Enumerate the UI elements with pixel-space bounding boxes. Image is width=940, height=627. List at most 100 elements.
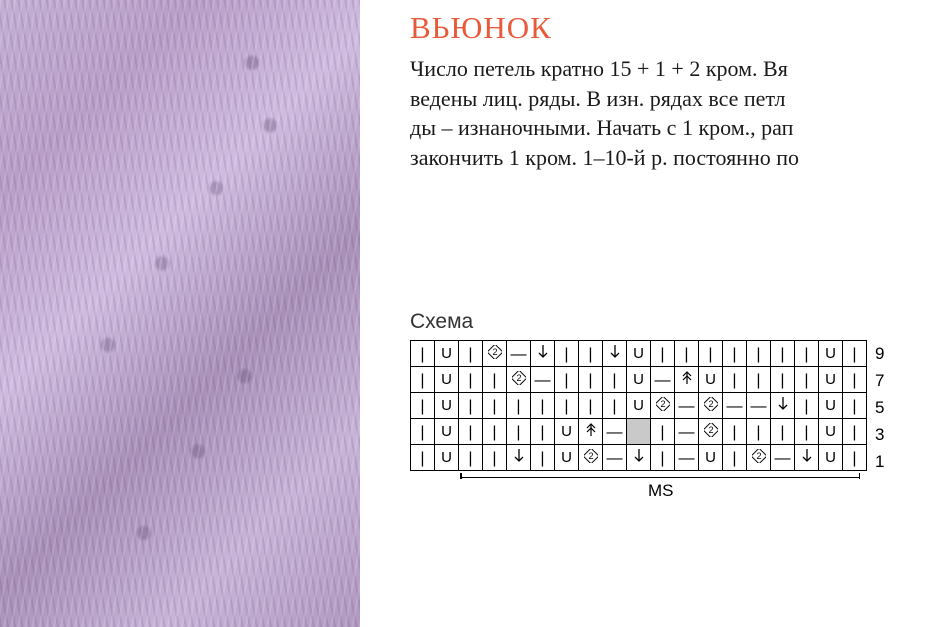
chart-cell: | <box>459 419 483 445</box>
svg-text:2: 2 <box>588 451 593 461</box>
chart-cell: | <box>459 393 483 419</box>
svg-text:2: 2 <box>708 425 713 435</box>
chart-cell: 2 <box>507 367 531 393</box>
chart-cell <box>795 445 819 471</box>
chart-cell: — <box>747 393 771 419</box>
pattern-photo <box>0 0 360 627</box>
svg-text:2: 2 <box>660 399 665 409</box>
chart-cell: | <box>723 341 747 367</box>
pattern-title: ВЬЮНОК <box>410 10 940 46</box>
chart-cell: U <box>627 393 651 419</box>
chart-cell: 2 <box>651 393 675 419</box>
chart-grid-container: |U|2—||U|||||||U||U||2—|||U—U||||U||U|||… <box>410 340 867 499</box>
chart-cell: 2 <box>699 419 723 445</box>
chart-cell: | <box>795 367 819 393</box>
chart-cell <box>603 341 627 367</box>
chart-cell <box>771 393 795 419</box>
chart-cell: 2 <box>483 341 507 367</box>
row-number: 7 <box>875 367 884 394</box>
chart-cell: | <box>603 393 627 419</box>
chart-cell: — <box>531 367 555 393</box>
chart-cell: — <box>603 445 627 471</box>
chart-cell <box>675 367 699 393</box>
chart-cell: | <box>771 419 795 445</box>
chart-cell: U <box>435 367 459 393</box>
chart-cell: U <box>627 367 651 393</box>
svg-text:2: 2 <box>708 399 713 409</box>
chart-cell: U <box>435 445 459 471</box>
chart-cell: | <box>555 341 579 367</box>
chart-cell: | <box>675 341 699 367</box>
chart-cell: U <box>435 419 459 445</box>
chart-cell: | <box>843 393 867 419</box>
chart-cell: | <box>723 445 747 471</box>
chart-cell: | <box>843 341 867 367</box>
chart-cell: | <box>579 341 603 367</box>
chart-cell: — <box>651 367 675 393</box>
chart-cell: | <box>555 393 579 419</box>
chart-cell: | <box>531 419 555 445</box>
schema-block: Схема |U|2—||U|||||||U||U||2—|||U—U||||U… <box>410 310 884 499</box>
chart-cell: | <box>603 367 627 393</box>
chart-cell: | <box>531 393 555 419</box>
chart-cell: U <box>819 393 843 419</box>
chart-cell <box>627 419 651 445</box>
chart-cell: — <box>675 393 699 419</box>
chart-cell: | <box>843 367 867 393</box>
chart-cell: — <box>507 341 531 367</box>
chart-cell: | <box>483 445 507 471</box>
row-number: 9 <box>875 340 884 367</box>
chart-cell: | <box>843 445 867 471</box>
chart-cell: | <box>411 419 435 445</box>
chart-cell: | <box>483 419 507 445</box>
chart-cell: | <box>411 341 435 367</box>
ms-bracket-line <box>460 477 860 478</box>
chart-cell: | <box>771 341 795 367</box>
chart-grid: |U|2—||U|||||||U||U||2—|||U—U||||U||U|||… <box>410 340 867 471</box>
chart-cell: — <box>771 445 795 471</box>
row-number: 1 <box>875 448 884 475</box>
chart-cell: U <box>699 445 723 471</box>
chart-cell: | <box>483 367 507 393</box>
chart-cell: | <box>795 419 819 445</box>
chart-cell: 2 <box>747 445 771 471</box>
ms-bracket: MS <box>410 473 867 499</box>
chart-cell <box>579 419 603 445</box>
chart-cell: U <box>555 445 579 471</box>
chart-cell: | <box>411 393 435 419</box>
chart-cell: | <box>531 445 555 471</box>
chart-cell: | <box>579 393 603 419</box>
chart-cell: | <box>411 367 435 393</box>
chart-cell: | <box>795 341 819 367</box>
chart-cell: U <box>699 367 723 393</box>
chart-cell: | <box>555 367 579 393</box>
chart-cell: | <box>651 419 675 445</box>
chart-cell: | <box>795 393 819 419</box>
chart-cell: | <box>579 367 603 393</box>
chart-cell: U <box>435 393 459 419</box>
chart-cell: | <box>723 419 747 445</box>
content-panel: ВЬЮНОК Число петель кратно 15 + 1 + 2 кр… <box>360 0 940 627</box>
chart-cell: | <box>411 445 435 471</box>
chart-cell <box>507 445 531 471</box>
chart-cell: — <box>603 419 627 445</box>
chart-cell: | <box>651 341 675 367</box>
row-number: 3 <box>875 421 884 448</box>
chart-cell: | <box>747 341 771 367</box>
chart-cell: U <box>819 341 843 367</box>
chart-cell: | <box>459 367 483 393</box>
chart-cell: U <box>555 419 579 445</box>
chart-cell: U <box>819 419 843 445</box>
chart-cell: U <box>819 445 843 471</box>
chart-cell: | <box>699 341 723 367</box>
row-numbers: 97531 <box>875 340 884 475</box>
chart-cell: | <box>747 367 771 393</box>
chart-cell: U <box>627 341 651 367</box>
chart-cell: | <box>651 445 675 471</box>
chart-cell: | <box>747 419 771 445</box>
knit-texture-overlay <box>0 0 360 627</box>
pattern-description: Число петель кратно 15 + 1 + 2 кром. Вя … <box>410 54 940 173</box>
chart-cell <box>531 341 555 367</box>
svg-text:2: 2 <box>516 373 521 383</box>
chart-cell: | <box>483 393 507 419</box>
